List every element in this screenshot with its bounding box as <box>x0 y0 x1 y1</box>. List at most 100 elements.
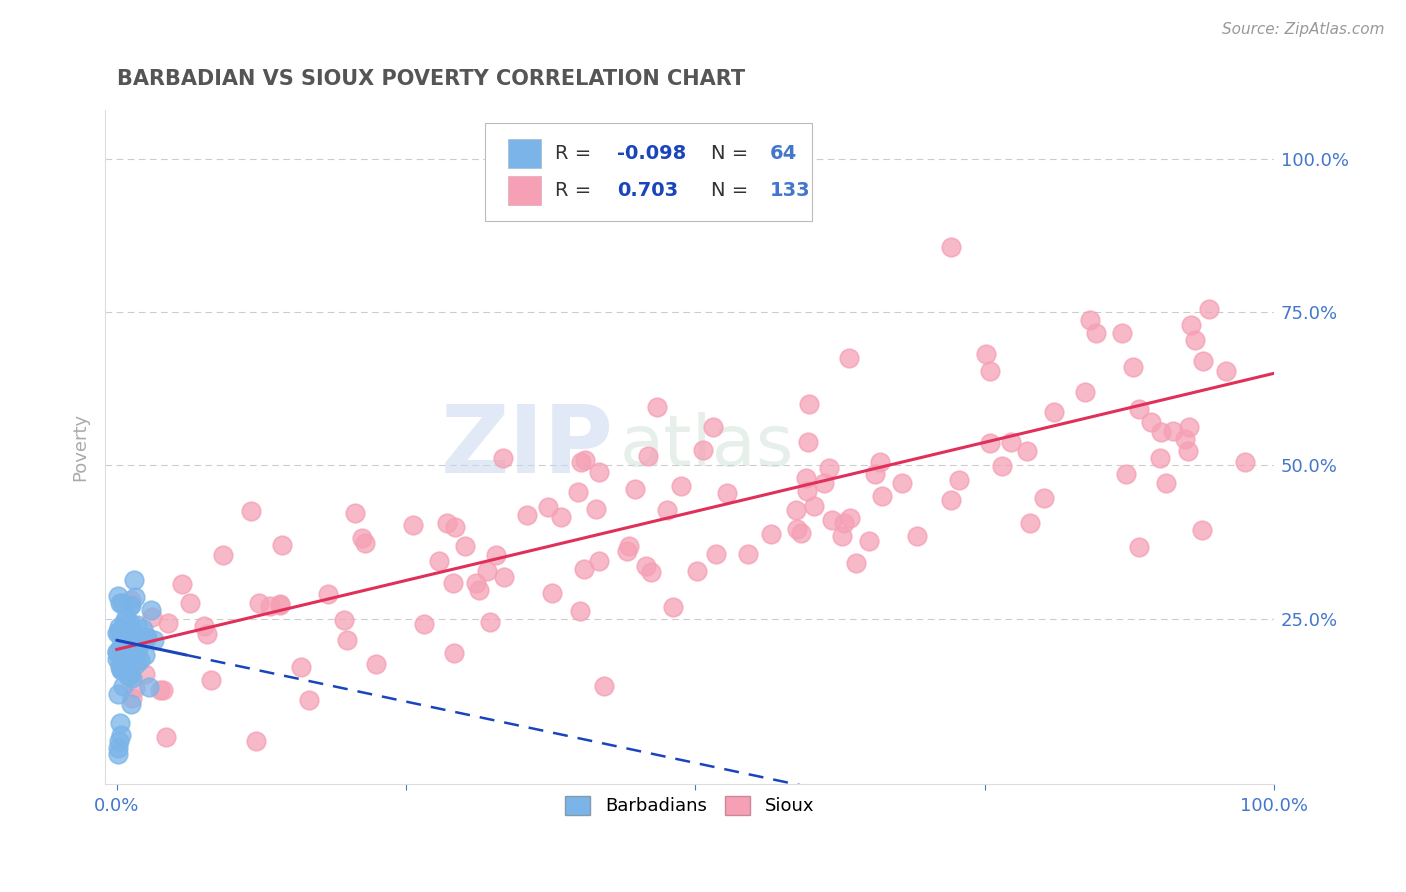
Point <box>135 632 157 646</box>
Point <box>845 556 868 570</box>
Point <box>120 599 142 613</box>
Point <box>111 679 134 693</box>
Point <box>132 622 155 636</box>
Point <box>637 449 659 463</box>
Point <box>120 622 142 636</box>
Text: 64: 64 <box>770 144 797 163</box>
Point <box>298 693 321 707</box>
Point <box>443 646 465 660</box>
Point <box>115 610 138 624</box>
Point <box>1019 516 1042 531</box>
Point <box>1000 435 1022 450</box>
Point <box>831 529 853 543</box>
Point <box>142 633 165 648</box>
Point <box>110 728 132 742</box>
Point <box>657 502 679 516</box>
Point <box>316 587 339 601</box>
Point <box>1043 404 1066 418</box>
Point <box>107 625 129 640</box>
Point <box>1177 420 1199 434</box>
Point <box>803 499 825 513</box>
Point <box>979 364 1001 378</box>
Point <box>412 616 434 631</box>
Point <box>111 595 134 609</box>
Point <box>108 734 131 748</box>
Point <box>588 465 610 479</box>
Legend: Barbadians, Sioux: Barbadians, Sioux <box>558 789 821 822</box>
Point <box>454 539 477 553</box>
Point <box>336 633 359 648</box>
Point <box>976 347 998 361</box>
Text: Source: ZipAtlas.com: Source: ZipAtlas.com <box>1222 22 1385 37</box>
Point <box>141 610 163 624</box>
Point <box>117 669 139 683</box>
Point <box>905 529 928 543</box>
Point <box>1140 415 1163 429</box>
Point <box>492 450 515 465</box>
Point <box>108 620 131 634</box>
Point <box>516 508 538 523</box>
Point <box>692 443 714 458</box>
Point <box>1177 443 1199 458</box>
Point <box>118 668 141 682</box>
Point <box>366 657 388 671</box>
Point <box>115 656 138 670</box>
Point <box>813 476 835 491</box>
Point <box>436 516 458 531</box>
Point <box>796 483 818 498</box>
Text: ZIP: ZIP <box>440 401 613 493</box>
Point <box>107 747 129 761</box>
Point <box>118 615 141 630</box>
Text: 0.703: 0.703 <box>617 181 678 200</box>
Point <box>120 593 142 607</box>
Point <box>269 598 291 612</box>
Point <box>939 240 962 254</box>
Point <box>108 657 131 671</box>
Point <box>1033 491 1056 505</box>
Bar <box>509 139 541 168</box>
Point <box>948 473 970 487</box>
Text: R =: R = <box>555 144 598 163</box>
Point <box>122 573 145 587</box>
Point <box>108 648 131 663</box>
Point <box>110 663 132 677</box>
Point <box>110 638 132 652</box>
Point <box>686 565 709 579</box>
Point <box>702 420 724 434</box>
Point <box>108 648 131 663</box>
Point <box>332 614 354 628</box>
Point <box>636 558 658 573</box>
Point <box>541 586 564 600</box>
Point <box>344 506 367 520</box>
Point <box>759 526 782 541</box>
Point <box>105 651 128 665</box>
Point <box>870 490 893 504</box>
Point <box>247 596 270 610</box>
Point <box>1150 425 1173 439</box>
Point <box>479 615 502 629</box>
Point <box>110 662 132 676</box>
Point <box>786 522 808 536</box>
Point <box>115 637 138 651</box>
Point <box>107 589 129 603</box>
Point <box>1111 326 1133 341</box>
Point <box>212 548 235 562</box>
Point <box>110 716 132 731</box>
Point <box>107 740 129 755</box>
Point <box>737 548 759 562</box>
Point <box>172 576 194 591</box>
Point <box>858 534 880 549</box>
Point <box>1080 313 1102 327</box>
Point <box>640 565 662 579</box>
Point <box>127 643 149 657</box>
Point <box>127 618 149 632</box>
Point <box>569 604 592 618</box>
Point <box>122 627 145 641</box>
Point <box>245 734 267 748</box>
Point <box>120 623 142 637</box>
Point <box>671 479 693 493</box>
Text: atlas: atlas <box>620 412 794 482</box>
Point <box>624 482 647 496</box>
Point <box>1161 424 1184 438</box>
Point <box>869 455 891 469</box>
